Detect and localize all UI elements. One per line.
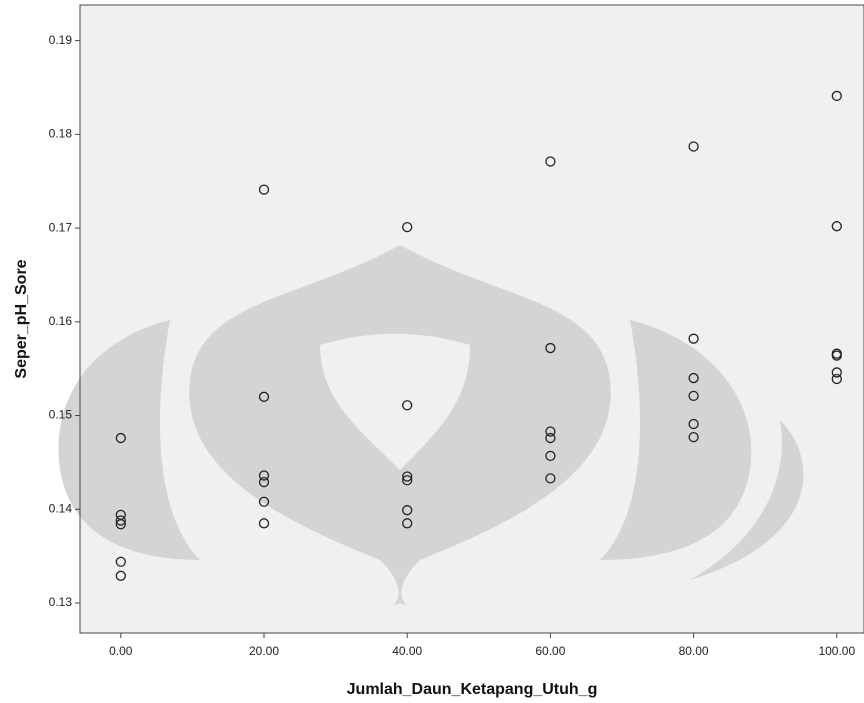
x-tick-label: 80.00 xyxy=(679,644,709,658)
x-axis-title: Jumlah_Daun_Ketapang_Utuh_g xyxy=(347,681,598,698)
y-axis-title: Seper_pH_Sore xyxy=(13,259,30,378)
y-tick-label: 0.16 xyxy=(49,314,73,328)
y-tick-label: 0.15 xyxy=(49,408,73,422)
x-tick-label: 20.00 xyxy=(249,644,279,658)
y-tick-label: 0.17 xyxy=(49,220,73,234)
x-tick-label: 100.00 xyxy=(818,644,855,658)
page: {"chart_data": {"type": "scatter", "x_la… xyxy=(0,0,864,703)
y-tick-label: 0.19 xyxy=(49,33,73,47)
x-tick-label: 60.00 xyxy=(535,644,565,658)
x-tick-label: 0.00 xyxy=(109,644,133,658)
chart: Jumlah_Daun_Ketapang_Utuh_g Seper_pH_Sor… xyxy=(0,0,864,703)
y-tick-label: 0.14 xyxy=(49,501,73,515)
x-tick-label: 40.00 xyxy=(392,644,422,658)
y-tick-label: 0.13 xyxy=(49,595,73,609)
y-tick-label: 0.18 xyxy=(49,127,73,141)
